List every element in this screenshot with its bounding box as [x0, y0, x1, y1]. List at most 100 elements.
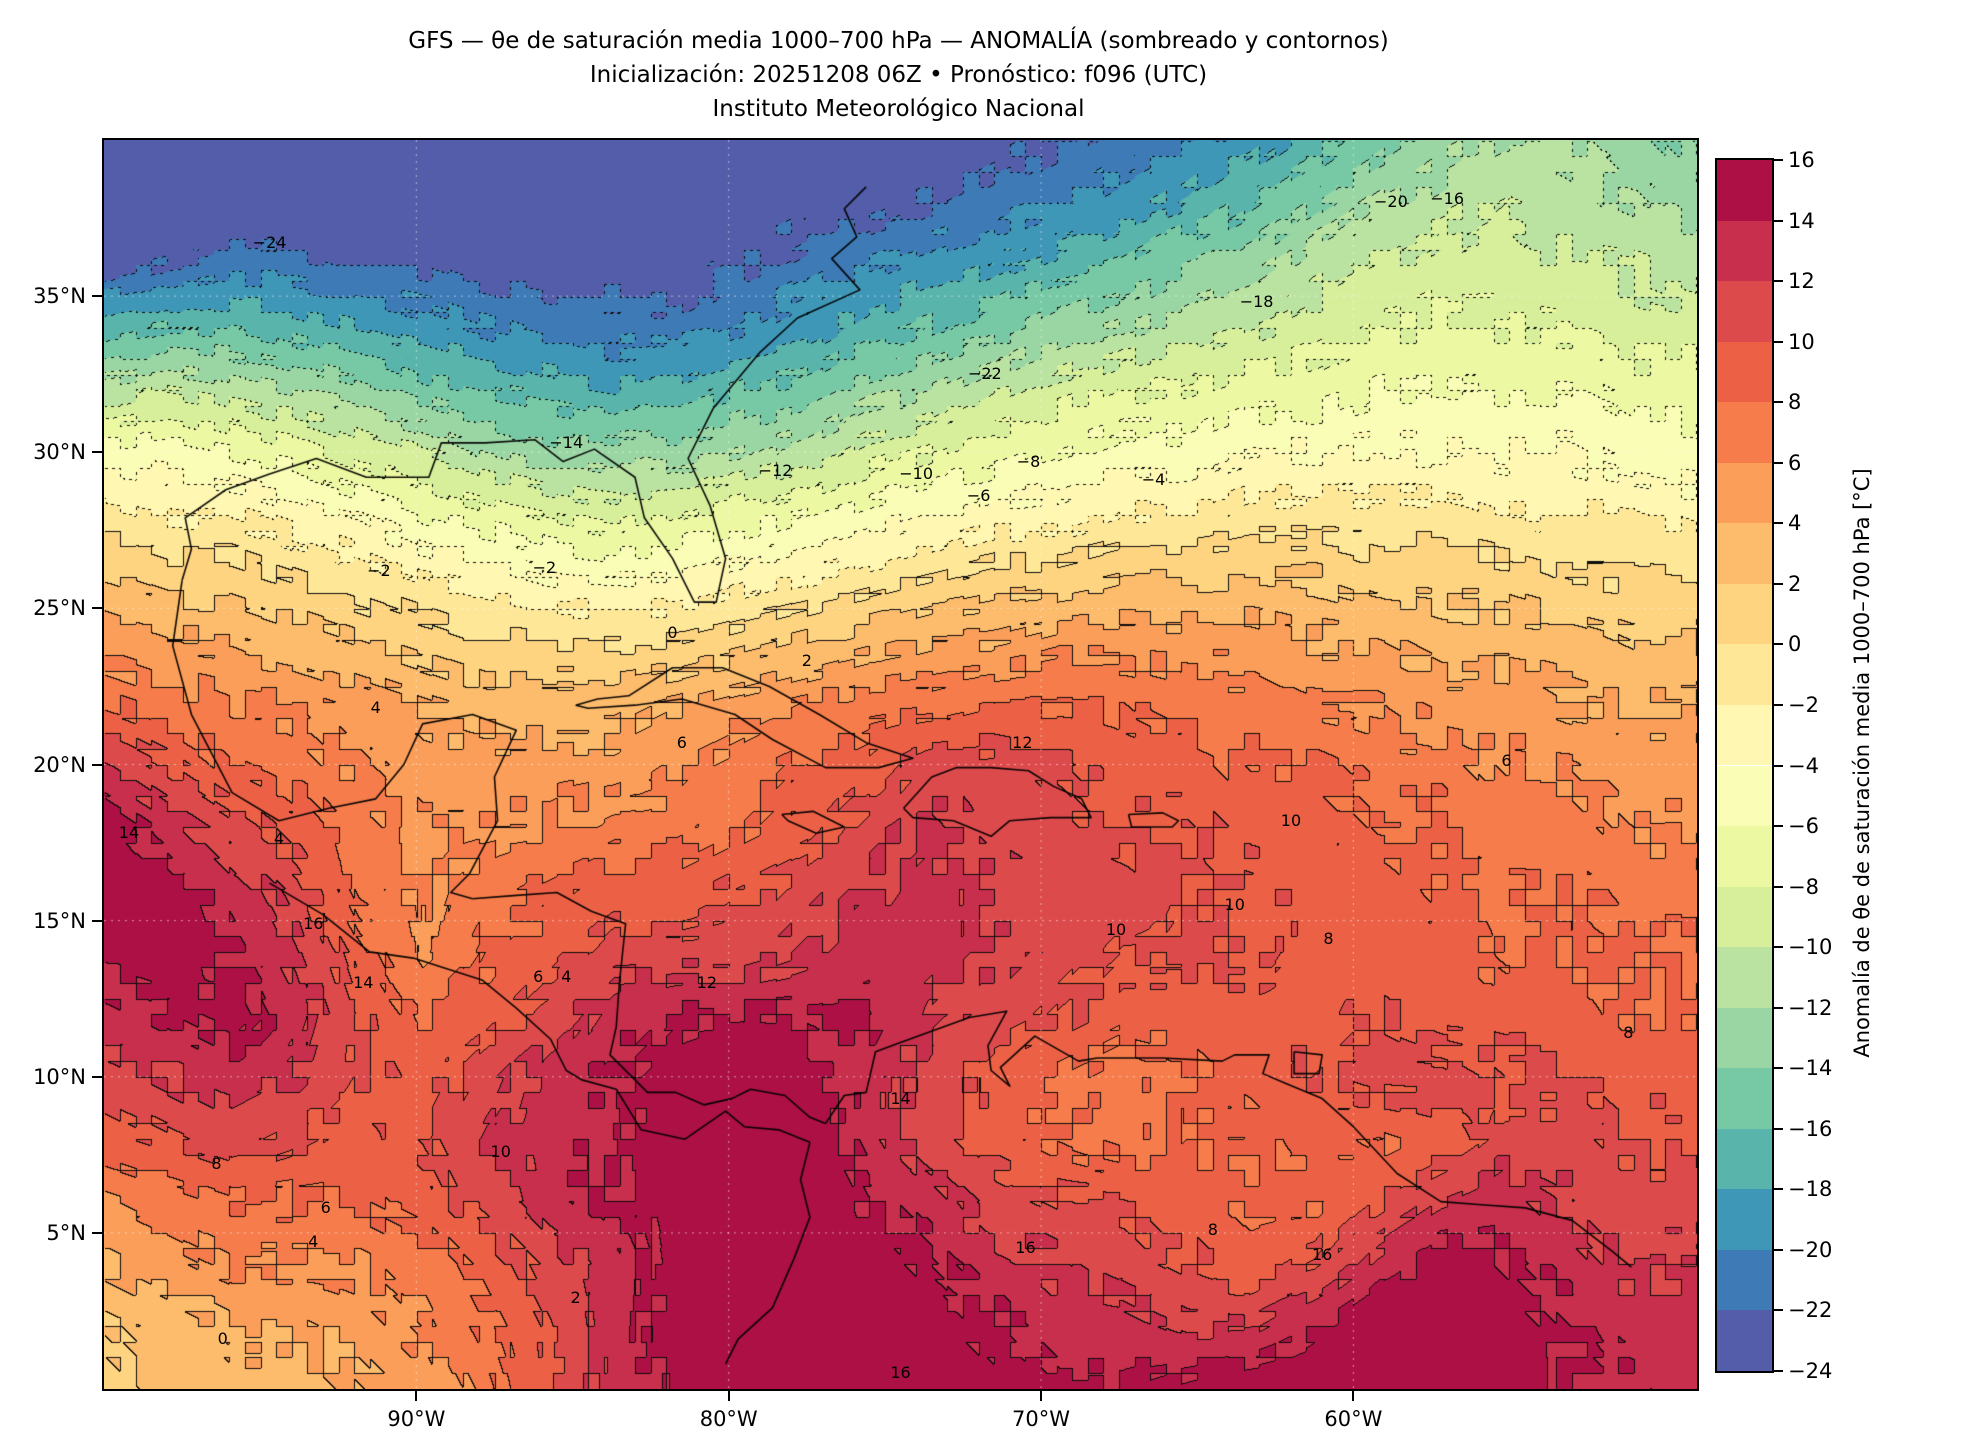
colorbar-tick-mark: [1774, 946, 1783, 948]
y-tick-label: 30°N: [33, 440, 86, 464]
colorbar-segment: [1717, 1250, 1772, 1311]
contour-label: 14: [353, 975, 373, 991]
contour-label: 14: [119, 825, 139, 841]
x-axis-tick: [1040, 1391, 1042, 1401]
x-tick-label: 80°W: [700, 1407, 758, 1431]
contour-label: 10: [1106, 922, 1126, 938]
colorbar-tick-label: −2: [1788, 693, 1819, 717]
weather-map-figure: GFS — θe de saturación media 1000–700 hP…: [0, 0, 1980, 1440]
x-axis-tick: [728, 1391, 730, 1401]
colorbar-tick-label: 8: [1788, 390, 1801, 414]
x-axis-tick: [1352, 1391, 1354, 1401]
contour-label: 6: [321, 1200, 331, 1216]
contour-label: −24: [253, 235, 287, 251]
colorbar-segment: [1717, 1310, 1772, 1371]
contour-label: 2: [802, 653, 812, 669]
y-axis-tick: [92, 295, 102, 297]
colorbar-tick-mark: [1774, 825, 1783, 827]
colorbar-tick-mark: [1774, 1309, 1783, 1311]
contour-label: −2: [533, 560, 557, 576]
colorbar-tick-mark: [1774, 765, 1783, 767]
contour-label: 4: [561, 969, 571, 985]
colorbar-tick-label: 16: [1788, 148, 1815, 172]
y-tick-label: 25°N: [33, 596, 86, 620]
contour-label: 0: [218, 1331, 228, 1347]
contour-label: 8: [1323, 931, 1333, 947]
colorbar-segment: [1717, 1008, 1772, 1069]
contour-label: 16: [890, 1365, 910, 1381]
y-tick-label: 20°N: [33, 753, 86, 777]
contour-label: −12: [759, 463, 793, 479]
x-tick-label: 90°W: [387, 1407, 445, 1431]
colorbar-segment: [1717, 644, 1772, 705]
colorbar-tick-mark: [1774, 583, 1783, 585]
colorbar-tick-mark: [1774, 886, 1783, 888]
colorbar-tick-label: 0: [1788, 632, 1801, 656]
y-axis-tick: [92, 451, 102, 453]
contour-label: 10: [491, 1144, 511, 1160]
x-tick-label: 60°W: [1324, 1407, 1382, 1431]
contour-label: −4: [1142, 472, 1166, 488]
colorbar-tick-label: 6: [1788, 451, 1801, 475]
chart-subtitle: Inicialización: 20251208 06Z • Pronóstic…: [102, 58, 1695, 92]
colorbar-tick-mark: [1774, 1370, 1783, 1372]
colorbar-tick-mark: [1774, 522, 1783, 524]
colorbar-tick-label: −22: [1788, 1298, 1832, 1322]
contour-label: 16: [1312, 1247, 1332, 1263]
colorbar-segment: [1717, 402, 1772, 463]
colorbar-tick-mark: [1774, 1067, 1783, 1069]
contour-label: −16: [1430, 191, 1464, 207]
y-axis-tick: [92, 1232, 102, 1234]
contour-label: 12: [1012, 735, 1032, 751]
colorbar-segment: [1717, 342, 1772, 403]
colorbar-tick-label: −16: [1788, 1117, 1832, 1141]
contour-label: 4: [274, 831, 284, 847]
y-axis-tick: [92, 764, 102, 766]
colorbar-tick-label: −18: [1788, 1177, 1832, 1201]
colorbar-tick-label: −10: [1788, 935, 1832, 959]
colorbar-tick-mark: [1774, 1249, 1783, 1251]
colorbar-segment: [1717, 584, 1772, 645]
contour-label: 8: [211, 1156, 221, 1172]
y-axis-tick: [92, 920, 102, 922]
contour-label: 6: [533, 969, 543, 985]
colorbar-segment: [1717, 705, 1772, 766]
contour-label: 10: [1281, 813, 1301, 829]
colorbar-tick-mark: [1774, 341, 1783, 343]
colorbar-segment: [1717, 766, 1772, 827]
colorbar-tick-label: −14: [1788, 1056, 1832, 1080]
contour-label: −22: [968, 366, 1002, 382]
colorbar-tick-label: 14: [1788, 209, 1815, 233]
colorbar-segment: [1717, 947, 1772, 1008]
contour-label: −10: [899, 466, 933, 482]
y-tick-label: 5°N: [46, 1221, 86, 1245]
chart-institution: Instituto Meteorológico Nacional: [102, 92, 1695, 126]
colorbar-tick-mark: [1774, 1007, 1783, 1009]
colorbar-tick-label: −24: [1788, 1359, 1832, 1383]
y-axis-tick: [92, 607, 102, 609]
colorbar-tick-mark: [1774, 462, 1783, 464]
contour-label: 8: [1208, 1222, 1218, 1238]
colorbar-tick-label: 12: [1788, 269, 1815, 293]
colorbar: [1715, 158, 1774, 1373]
contour-label: 10: [1225, 897, 1245, 913]
contour-label: 2: [571, 1290, 581, 1306]
colorbar-segment: [1717, 1189, 1772, 1250]
colorbar-segment: [1717, 160, 1772, 221]
colorbar-tick-mark: [1774, 401, 1783, 403]
colorbar-tick-label: −4: [1788, 754, 1819, 778]
contour-label: −14: [549, 435, 583, 451]
contour-label: 16: [1015, 1240, 1035, 1256]
colorbar-segment: [1717, 221, 1772, 282]
contour-label: 14: [890, 1091, 910, 1107]
colorbar-tick-mark: [1774, 643, 1783, 645]
colorbar-segment: [1717, 523, 1772, 584]
colorbar-segment: [1717, 281, 1772, 342]
contour-label: 4: [308, 1234, 318, 1250]
x-axis-tick: [415, 1391, 417, 1401]
contour-label: 16: [303, 916, 323, 932]
contour-label: −6: [967, 488, 991, 504]
colorbar-segment: [1717, 1129, 1772, 1190]
title-block: GFS — θe de saturación media 1000–700 hP…: [102, 24, 1695, 126]
y-tick-label: 35°N: [33, 284, 86, 308]
